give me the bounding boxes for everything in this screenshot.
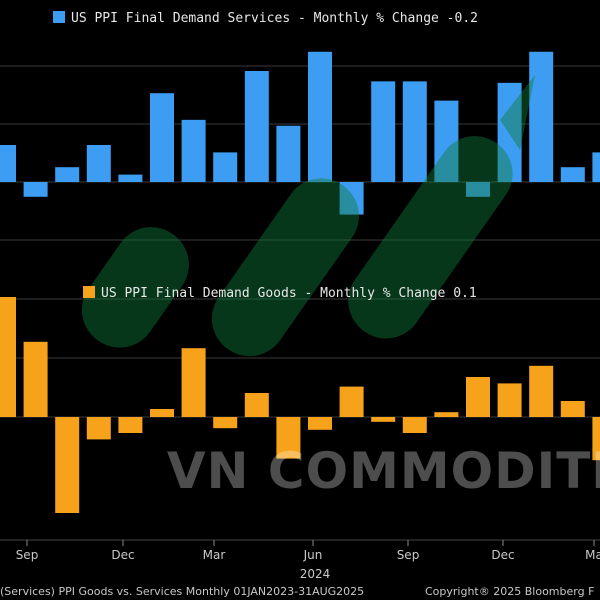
goods-bar [434,412,459,417]
x-tick-label: Ma [585,548,600,562]
services-bar [371,81,396,182]
goods-bar [181,348,206,417]
footer-left: (Services) PPI Goods vs. Services Monthl… [0,585,364,598]
goods-bar [529,365,554,417]
services-bar [592,152,600,182]
goods-bar [86,417,111,440]
goods-bar [276,417,301,459]
goods-bar [118,417,143,433]
watermark-logo [81,75,535,357]
services-bar [529,51,554,183]
x-tick-label: Dec [111,548,134,562]
goods-bar [592,417,600,461]
goods-bar [339,386,364,417]
goods-bar [497,383,522,417]
goods-bar [0,297,16,417]
goods-bars [0,297,600,513]
services-bar [434,100,459,182]
goods-bar [466,377,490,417]
services-bar [55,167,80,182]
goods-bar [244,393,269,417]
goods-bar [371,417,396,422]
x-tick-label: Mar [203,548,226,562]
services-bar [118,174,143,182]
services-bar [86,145,111,182]
goods-legend-swatch [83,286,95,298]
services-legend-swatch [53,11,65,23]
goods-bar [560,401,585,417]
services-bar [23,182,48,197]
services-bar [213,152,238,182]
services-bar [466,182,490,197]
goods-bar [308,417,332,430]
goods-legend-label: US PPI Final Demand Goods - Monthly % Ch… [101,286,477,301]
goods-bar [23,341,48,417]
x-tick-label: Sep [16,548,39,562]
footer-right: Copyright® 2025 Bloomberg F [425,585,594,598]
goods-bar [402,417,427,433]
services-legend-label: US PPI Final Demand Services - Monthly %… [71,11,478,26]
services-bar [560,167,585,182]
watermark-text: VN COMMODITIES [167,442,600,500]
goods-bar [55,417,80,513]
services-bar [181,119,206,182]
x-tick-label: Dec [491,548,514,562]
services-bars [0,51,600,215]
services-bar [339,182,364,215]
goods-bar [213,417,238,429]
x-tick-label: Sep [397,548,420,562]
x-tick-label: Jun [303,548,323,562]
services-bar [402,81,427,182]
year-label: 2024 [300,567,331,581]
services-bar [276,125,301,182]
services-bar [244,71,269,182]
goods-bar [150,409,174,417]
services-bar [0,145,16,182]
services-bar [308,51,332,183]
services-bar [150,93,174,182]
services-bar [497,82,522,182]
